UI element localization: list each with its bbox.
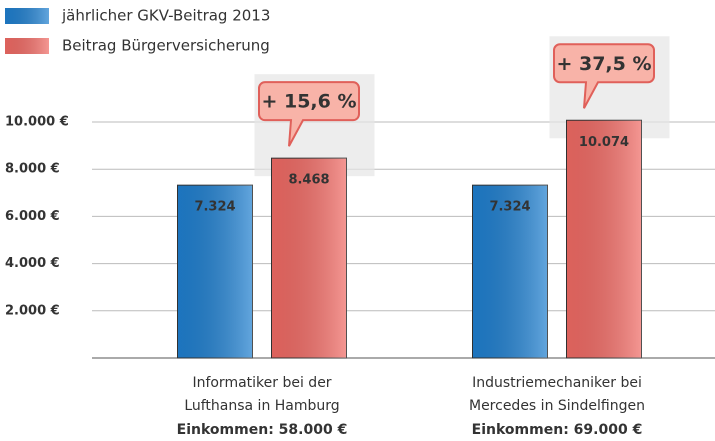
value-label: 7.324 — [489, 200, 530, 215]
y-tick-label: 2.000 € — [5, 303, 60, 318]
value-label: 10.074 — [579, 135, 629, 150]
category-note: Einkommen: 58.000 € — [177, 422, 348, 438]
callout-text: + 37,5 % — [556, 53, 651, 75]
legend-swatch-sheen — [5, 8, 49, 24]
legend-label: Beitrag Bürgerversicherung — [62, 37, 270, 55]
legend-label: jährlicher GKV-Beitrag 2013 — [61, 7, 270, 25]
y-tick-label: 10.000 € — [5, 115, 69, 130]
value-label: 8.468 — [288, 173, 329, 188]
x-tick-label: Lufthansa in Hamburg — [184, 398, 339, 414]
callout-box — [258, 81, 360, 147]
legend-swatch-sheen — [5, 38, 49, 54]
value-label: 7.324 — [194, 200, 235, 215]
y-tick-label: 4.000 € — [5, 256, 60, 271]
bar-sheen — [472, 185, 548, 358]
y-tick-label: 8.000 € — [5, 162, 60, 177]
category-note: Einkommen: 69.000 € — [472, 422, 643, 438]
x-tick-label: Informatiker bei der — [192, 375, 331, 391]
bar-sheen — [271, 158, 347, 358]
bar-sheen — [566, 120, 642, 358]
x-tick-label: Mercedes in Sindelfingen — [469, 398, 645, 414]
bar-sheen — [177, 185, 253, 358]
y-tick-label: 6.000 € — [5, 209, 60, 224]
callout-box — [553, 43, 655, 109]
callout-text: + 15,6 % — [261, 91, 356, 113]
x-tick-label: Industriemechaniker bei — [472, 375, 642, 391]
